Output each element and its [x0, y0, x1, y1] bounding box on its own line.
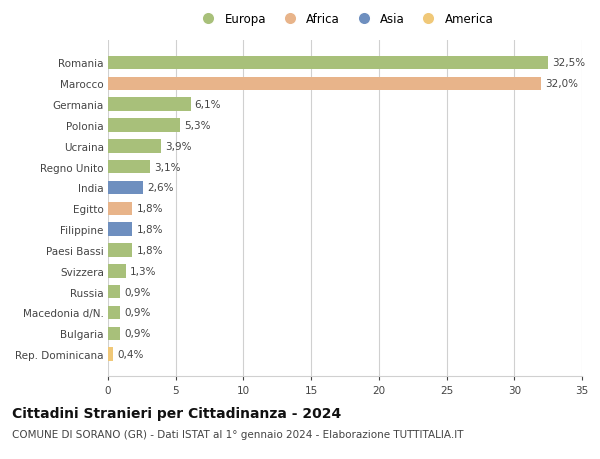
- Legend: Europa, Africa, Asia, America: Europa, Africa, Asia, America: [194, 11, 496, 29]
- Bar: [108, 285, 120, 299]
- Bar: [108, 347, 113, 361]
- Bar: [108, 56, 548, 70]
- Text: COMUNE DI SORANO (GR) - Dati ISTAT al 1° gennaio 2024 - Elaborazione TUTTITALIA.: COMUNE DI SORANO (GR) - Dati ISTAT al 1°…: [12, 429, 464, 439]
- Text: 0,9%: 0,9%: [124, 308, 151, 318]
- Bar: [108, 98, 191, 112]
- Bar: [108, 202, 133, 216]
- Text: 2,6%: 2,6%: [147, 183, 174, 193]
- Text: 0,9%: 0,9%: [124, 329, 151, 339]
- Bar: [108, 77, 541, 91]
- Text: Cittadini Stranieri per Cittadinanza - 2024: Cittadini Stranieri per Cittadinanza - 2…: [12, 406, 341, 420]
- Bar: [108, 161, 150, 174]
- Text: 32,0%: 32,0%: [545, 79, 578, 89]
- Text: 32,5%: 32,5%: [552, 58, 586, 68]
- Bar: [108, 119, 180, 133]
- Text: 0,9%: 0,9%: [124, 287, 151, 297]
- Bar: [108, 140, 161, 153]
- Bar: [108, 306, 120, 319]
- Text: 1,8%: 1,8%: [136, 246, 163, 255]
- Text: 1,8%: 1,8%: [136, 204, 163, 214]
- Text: 3,1%: 3,1%: [154, 162, 181, 172]
- Bar: [108, 327, 120, 341]
- Bar: [108, 223, 133, 236]
- Text: 0,4%: 0,4%: [118, 349, 144, 359]
- Text: 1,8%: 1,8%: [136, 224, 163, 235]
- Text: 1,3%: 1,3%: [130, 266, 156, 276]
- Text: 5,3%: 5,3%: [184, 121, 211, 131]
- Bar: [108, 181, 143, 195]
- Bar: [108, 264, 125, 278]
- Text: 3,9%: 3,9%: [165, 141, 191, 151]
- Text: 6,1%: 6,1%: [194, 100, 221, 110]
- Bar: [108, 244, 133, 257]
